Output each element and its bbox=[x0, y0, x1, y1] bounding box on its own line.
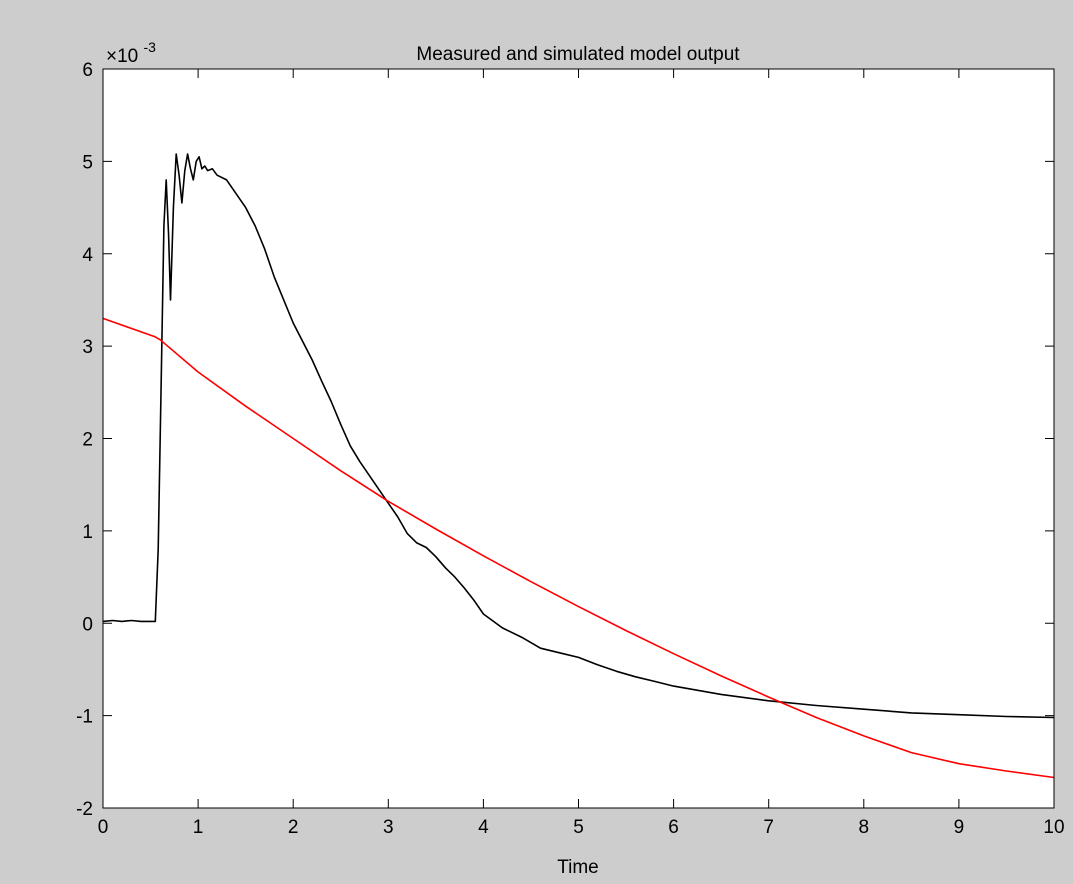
y-axis-exponent-power: -3 bbox=[144, 39, 157, 55]
y-tick-label: -1 bbox=[76, 707, 93, 728]
y-tick-label: 6 bbox=[82, 60, 93, 81]
x-tick-label: 4 bbox=[478, 817, 489, 838]
series-lines bbox=[102, 153, 1055, 779]
x-tick-label: 7 bbox=[763, 817, 774, 838]
x-tick-label: 9 bbox=[954, 817, 965, 838]
x-tick-label: 8 bbox=[859, 817, 870, 838]
y-tick-label: 3 bbox=[82, 337, 93, 358]
series-line-2 bbox=[102, 317, 1055, 779]
y-axis-ticks: -2 -1 0 1 2 3 4 5 6 bbox=[76, 60, 1054, 820]
y-tick-label: -2 bbox=[76, 799, 93, 820]
x-tick-label: 1 bbox=[193, 817, 204, 838]
x-tick-label: 2 bbox=[288, 817, 299, 838]
plot-area bbox=[103, 69, 1054, 808]
chart-title: Measured and simulated model output bbox=[416, 44, 740, 65]
y-tick-label: 1 bbox=[82, 522, 93, 543]
x-tick-label: 6 bbox=[668, 817, 679, 838]
y-tick-label: 0 bbox=[82, 614, 93, 635]
y-tick-label: 2 bbox=[82, 430, 93, 451]
x-tick-label: 0 bbox=[98, 817, 109, 838]
y-axis-exponent-base: ×10 bbox=[106, 46, 138, 67]
x-tick-label: 5 bbox=[573, 817, 584, 838]
series-line-1 bbox=[102, 153, 1055, 719]
x-axis-label: Time bbox=[557, 857, 599, 878]
y-tick-label: 5 bbox=[82, 152, 93, 173]
x-tick-label: 3 bbox=[383, 817, 394, 838]
x-tick-label: 10 bbox=[1043, 817, 1064, 838]
x-axis-ticks: 0 1 2 3 4 5 6 7 8 9 10 bbox=[98, 69, 1065, 838]
y-axis-exponent: ×10 -3 bbox=[106, 39, 156, 67]
y-tick-label: 4 bbox=[82, 245, 93, 266]
